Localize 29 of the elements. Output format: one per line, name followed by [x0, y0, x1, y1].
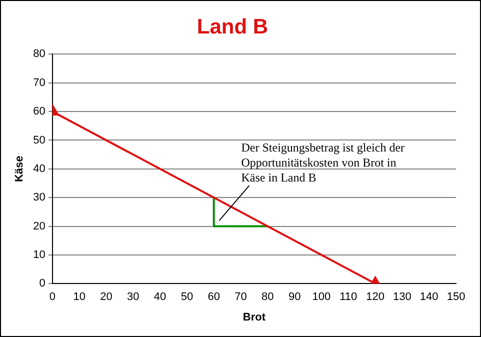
x-tick-label: 100 — [312, 291, 331, 304]
x-tick-label: 110 — [340, 291, 358, 304]
x-tick-label: 80 — [262, 291, 274, 304]
x-tick-label: 0 — [49, 291, 56, 304]
x-axis-title: Brot — [242, 311, 266, 324]
y-tick-label: 70 — [33, 76, 46, 89]
x-tick-label: 30 — [127, 291, 140, 304]
y-tick-label: 60 — [33, 106, 46, 118]
y-tick-label: 80 — [33, 48, 46, 60]
annotation: Der Steigungsbetrag ist gleich der Opportunitätskosten von Brot in Käse in Land B — [241, 140, 405, 185]
chart-title: Land B — [196, 15, 268, 38]
y-tick-label: 40 — [33, 162, 46, 175]
x-tick-label: 130 — [393, 291, 412, 304]
y-tick-label: 20 — [33, 220, 46, 232]
y-tick-label: 0 — [39, 278, 46, 290]
x-tick-label: 70 — [234, 291, 247, 304]
y-axis-title: Käse — [14, 156, 26, 182]
x-tick-label: 90 — [288, 291, 301, 304]
y-tick-label: 30 — [33, 192, 46, 204]
x-tick-label: 50 — [180, 291, 194, 304]
x-tick-label: 40 — [154, 291, 166, 304]
x-tick-label: 10 — [73, 291, 86, 304]
y-tick-label: 10 — [33, 248, 46, 261]
y-tick-label: 50 — [33, 134, 46, 146]
x-tick-label: 120 — [366, 291, 384, 304]
x-tick-label: 150 — [446, 291, 466, 304]
x-tick-label: 140 — [420, 291, 438, 304]
x-tick-label: 20 — [100, 291, 112, 304]
x-tick-label: 60 — [208, 291, 220, 304]
